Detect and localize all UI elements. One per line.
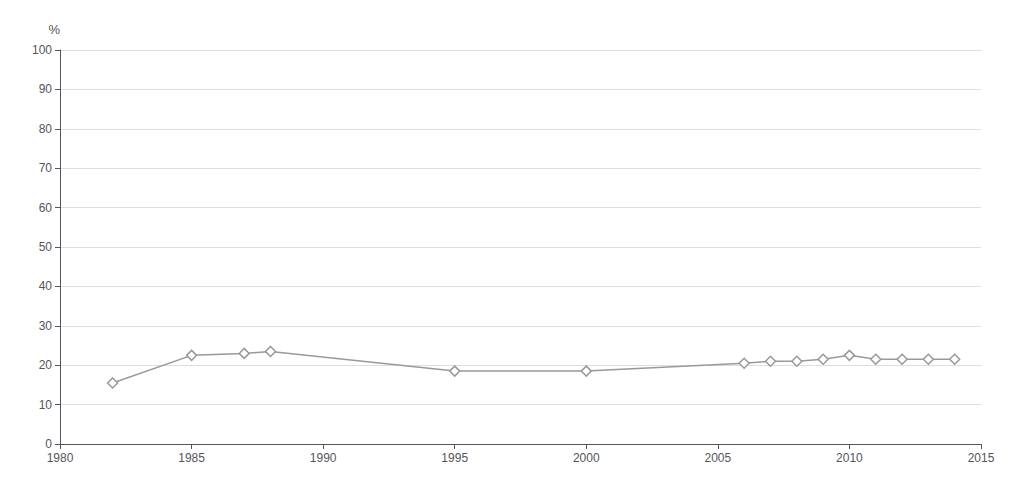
svg-text:1990: 1990 <box>310 451 337 465</box>
svg-text:50: 50 <box>39 240 53 254</box>
svg-text:2005: 2005 <box>705 451 732 465</box>
svg-text:%: % <box>48 22 60 37</box>
svg-text:90: 90 <box>39 82 53 96</box>
svg-text:2000: 2000 <box>573 451 600 465</box>
svg-text:30: 30 <box>39 319 53 333</box>
svg-text:0: 0 <box>45 437 52 451</box>
svg-text:100: 100 <box>32 43 52 57</box>
svg-text:60: 60 <box>39 201 53 215</box>
svg-text:40: 40 <box>39 279 53 293</box>
svg-text:10: 10 <box>39 398 53 412</box>
svg-text:1980: 1980 <box>47 451 74 465</box>
svg-text:2015: 2015 <box>968 451 995 465</box>
svg-text:1995: 1995 <box>441 451 468 465</box>
svg-text:20: 20 <box>39 358 53 372</box>
svg-text:80: 80 <box>39 122 53 136</box>
svg-text:2010: 2010 <box>836 451 863 465</box>
svg-text:70: 70 <box>39 161 53 175</box>
svg-text:1985: 1985 <box>178 451 205 465</box>
